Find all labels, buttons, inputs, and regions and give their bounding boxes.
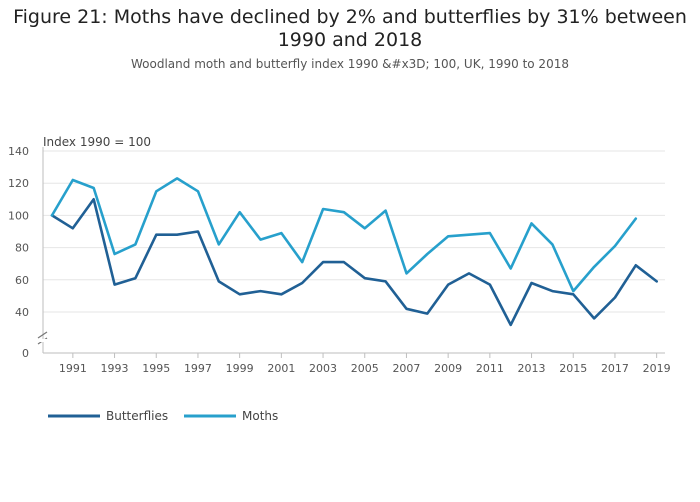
chart-subtitle: Woodland moth and butterfly index 1990 &… [131, 57, 569, 71]
x-tick-label: 2003 [309, 362, 337, 375]
x-tick-label: 2005 [351, 362, 379, 375]
x-tick-label: 2019 [643, 362, 671, 375]
axis-break-mark [37, 331, 48, 339]
y-tick-label: 0 [22, 347, 29, 360]
x-tick-label: 2009 [434, 362, 462, 375]
x-tick-label: 1995 [142, 362, 170, 375]
legend: Butterflies Moths [48, 409, 278, 423]
axes: 0 40 60 80 100 120 140 1991 1993 1995 1997 1999 2001… [8, 145, 671, 375]
x-tick-label: 2015 [559, 362, 587, 375]
y-tick-label: 120 [8, 177, 29, 190]
x-tick-label: 2007 [392, 362, 420, 375]
series-line-butterflies [50, 198, 658, 327]
y-tick-label: 60 [15, 274, 29, 287]
x-tick-label: 1993 [101, 362, 129, 375]
y-tick-label: 140 [8, 145, 29, 158]
chart-title: Figure 21: Moths have declined by 2% and… [13, 6, 687, 51]
y-tick-label: 80 [15, 242, 29, 255]
series-lines [50, 177, 658, 327]
y-axis-label: Index 1990 = 100 [43, 135, 151, 149]
axis-break-gap [38, 339, 48, 342]
x-tick-label: 1991 [59, 362, 87, 375]
legend-label-moths: Moths [242, 409, 278, 423]
legend-label-butterflies: Butterflies [106, 409, 168, 423]
y-tick-label: 100 [8, 209, 29, 222]
x-tick-label: 1999 [226, 362, 254, 375]
y-tick-label: 40 [15, 306, 29, 319]
gridlines [43, 150, 665, 354]
series-line-moths [50, 177, 638, 293]
x-tick-label: 2001 [267, 362, 295, 375]
x-tick-label: 2013 [518, 362, 546, 375]
x-tick-label: 2011 [476, 362, 504, 375]
x-tick-label: 1997 [184, 362, 212, 375]
x-tick-label: 2017 [601, 362, 629, 375]
